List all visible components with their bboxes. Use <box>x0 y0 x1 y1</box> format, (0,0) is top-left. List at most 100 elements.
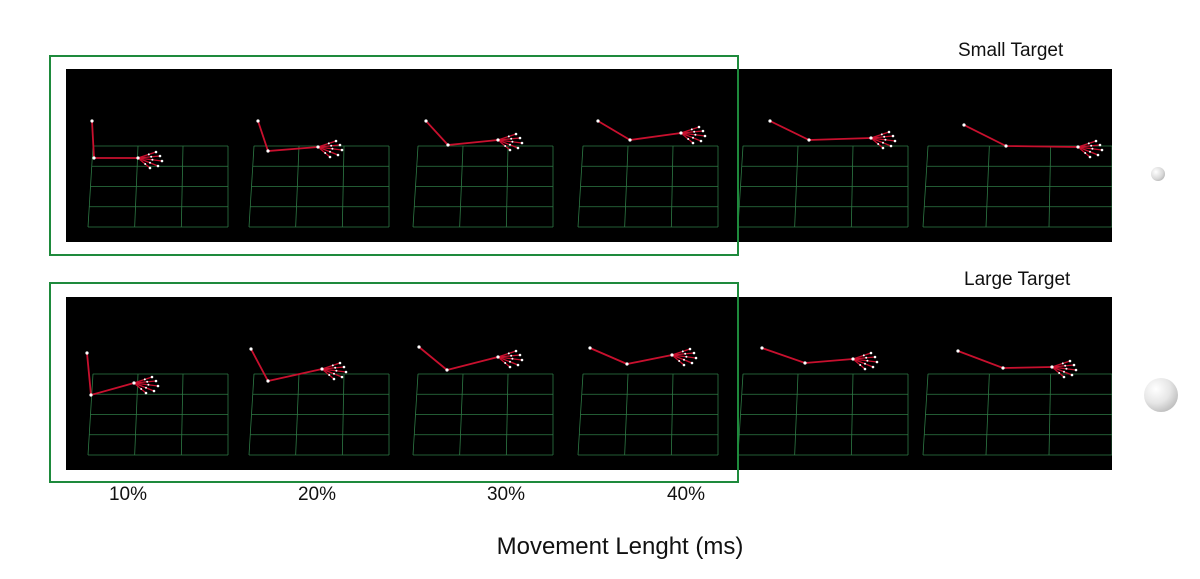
percent-label-40: 40% <box>666 484 706 505</box>
joint-small-1-1 <box>266 149 270 153</box>
finger-large-1-3 <box>321 368 343 378</box>
fingertip-large-3-1 <box>692 351 696 355</box>
knuckle-large-2-1 <box>510 354 513 357</box>
fingertip-small-1-4 <box>328 155 332 159</box>
arm-sequence-small-target <box>87 119 1112 228</box>
knuckle-small-5-0 <box>1087 142 1090 145</box>
joint-small-0-2 <box>136 156 140 160</box>
finger-small-1-0 <box>317 140 337 148</box>
percent-label-20: 20% <box>297 484 337 505</box>
joint-small-5-2 <box>1076 145 1080 149</box>
knuckle-large-1-0 <box>331 364 334 367</box>
knuckle-small-5-3 <box>1089 150 1091 153</box>
finger-large-5-2 <box>1051 366 1077 371</box>
knuckle-large-2-0 <box>507 352 510 355</box>
fingertip-small-0-4 <box>148 166 152 170</box>
grid-v-small-2-1 <box>459 145 464 228</box>
finger-small-5-2 <box>1077 146 1103 151</box>
finger-large-5-3 <box>1051 366 1073 376</box>
joint-small-5-1 <box>1004 144 1008 148</box>
knuckle-large-0-4 <box>140 388 143 390</box>
knuckle-small-2-1 <box>510 137 513 140</box>
finger-small-2-4 <box>497 139 511 151</box>
grid-v-small-3-0 <box>577 145 584 228</box>
finger-small-2-3 <box>497 139 519 149</box>
grid-v-small-0-0 <box>87 145 94 228</box>
knuckle-large-2-2 <box>511 357 514 360</box>
finger-small-5-0 <box>1077 140 1097 148</box>
finger-large-2-2 <box>497 356 523 361</box>
finger-large-2-3 <box>497 356 519 366</box>
joint-large-4-0 <box>760 346 764 350</box>
grid-v-large-2-1 <box>459 373 464 456</box>
knuckle-large-2-3 <box>509 360 511 363</box>
finger-small-5-3 <box>1077 146 1099 156</box>
finger-small-4-3 <box>870 137 892 147</box>
knuckle-small-1-3 <box>329 150 331 153</box>
fingertip-small-3-1 <box>701 129 705 133</box>
joint-large-3-1 <box>625 362 629 366</box>
finger-large-0-3 <box>133 382 155 392</box>
fingertip-large-3-2 <box>694 356 698 360</box>
finger-large-0-1 <box>133 380 157 384</box>
fingertip-small-2-1 <box>518 136 522 140</box>
finger-small-2-1 <box>497 137 521 141</box>
fingertip-large-0-1 <box>154 379 158 383</box>
grid-v-large-3-0 <box>577 373 584 456</box>
fingertip-small-2-0 <box>514 132 518 136</box>
knuckle-small-1-1 <box>330 144 333 147</box>
knuckle-small-0-4 <box>144 163 147 165</box>
knuckle-small-3-0 <box>690 128 693 131</box>
fingertip-small-1-0 <box>334 139 338 143</box>
arm-sequence-large-target <box>85 345 1112 456</box>
knuckle-small-2-2 <box>511 140 514 143</box>
finger-small-0-2 <box>137 157 163 162</box>
grid-v-large-1-1 <box>295 373 300 456</box>
fingertip-small-4-3 <box>889 144 893 148</box>
fingertip-small-0-3 <box>156 164 160 168</box>
joint-large-0-0 <box>85 351 89 355</box>
finger-small-1-1 <box>317 144 341 148</box>
fingertip-small-3-4 <box>691 141 695 145</box>
fingertip-large-3-3 <box>690 361 694 365</box>
knuckle-large-3-1 <box>684 352 687 355</box>
knuckle-small-4-2 <box>884 138 887 141</box>
fingertip-small-4-0 <box>887 130 891 134</box>
finger-large-0-0 <box>133 376 153 384</box>
fingertip-small-4-1 <box>891 134 895 138</box>
finger-large-3-2 <box>671 354 697 359</box>
knuckle-small-3-1 <box>693 130 696 133</box>
grid-v-small-2-2 <box>505 145 509 228</box>
finger-small-4-4 <box>870 137 884 149</box>
finger-small-1-2 <box>317 146 343 151</box>
fingertip-large-0-0 <box>150 375 154 379</box>
finger-large-1-2 <box>321 368 347 373</box>
joint-small-0-0 <box>90 119 94 123</box>
knuckle-small-3-3 <box>692 136 694 139</box>
finger-small-4-0 <box>870 131 890 139</box>
fingertip-large-0-3 <box>152 389 156 393</box>
fingertip-small-3-2 <box>703 134 707 138</box>
fingertip-small-2-4 <box>508 148 512 152</box>
knuckle-small-3-2 <box>694 133 697 136</box>
grid-v-small-1-1 <box>295 145 300 228</box>
fingertip-large-1-1 <box>342 365 346 369</box>
knuckle-large-5-2 <box>1065 367 1068 370</box>
fingertip-small-5-4 <box>1088 155 1092 159</box>
arm-large-5 <box>957 350 1053 369</box>
joint-small-5-0 <box>962 123 966 127</box>
fingertip-large-2-1 <box>518 353 522 357</box>
knuckle-large-0-2 <box>147 383 150 386</box>
knuckle-large-1-2 <box>335 369 338 372</box>
knuckle-large-3-3 <box>683 358 685 361</box>
joint-large-1-2 <box>320 367 324 371</box>
grid-v-large-4-1 <box>794 373 799 456</box>
finger-small-4-1 <box>870 135 894 139</box>
fingertip-small-5-2 <box>1100 148 1104 152</box>
finger-small-4-2 <box>870 137 896 142</box>
knuckle-small-0-0 <box>147 153 150 156</box>
knuckle-small-3-4 <box>687 138 690 140</box>
finger-small-1-4 <box>317 146 331 158</box>
highlight-box-small-target <box>49 55 739 256</box>
fingertip-large-5-0 <box>1068 359 1072 363</box>
